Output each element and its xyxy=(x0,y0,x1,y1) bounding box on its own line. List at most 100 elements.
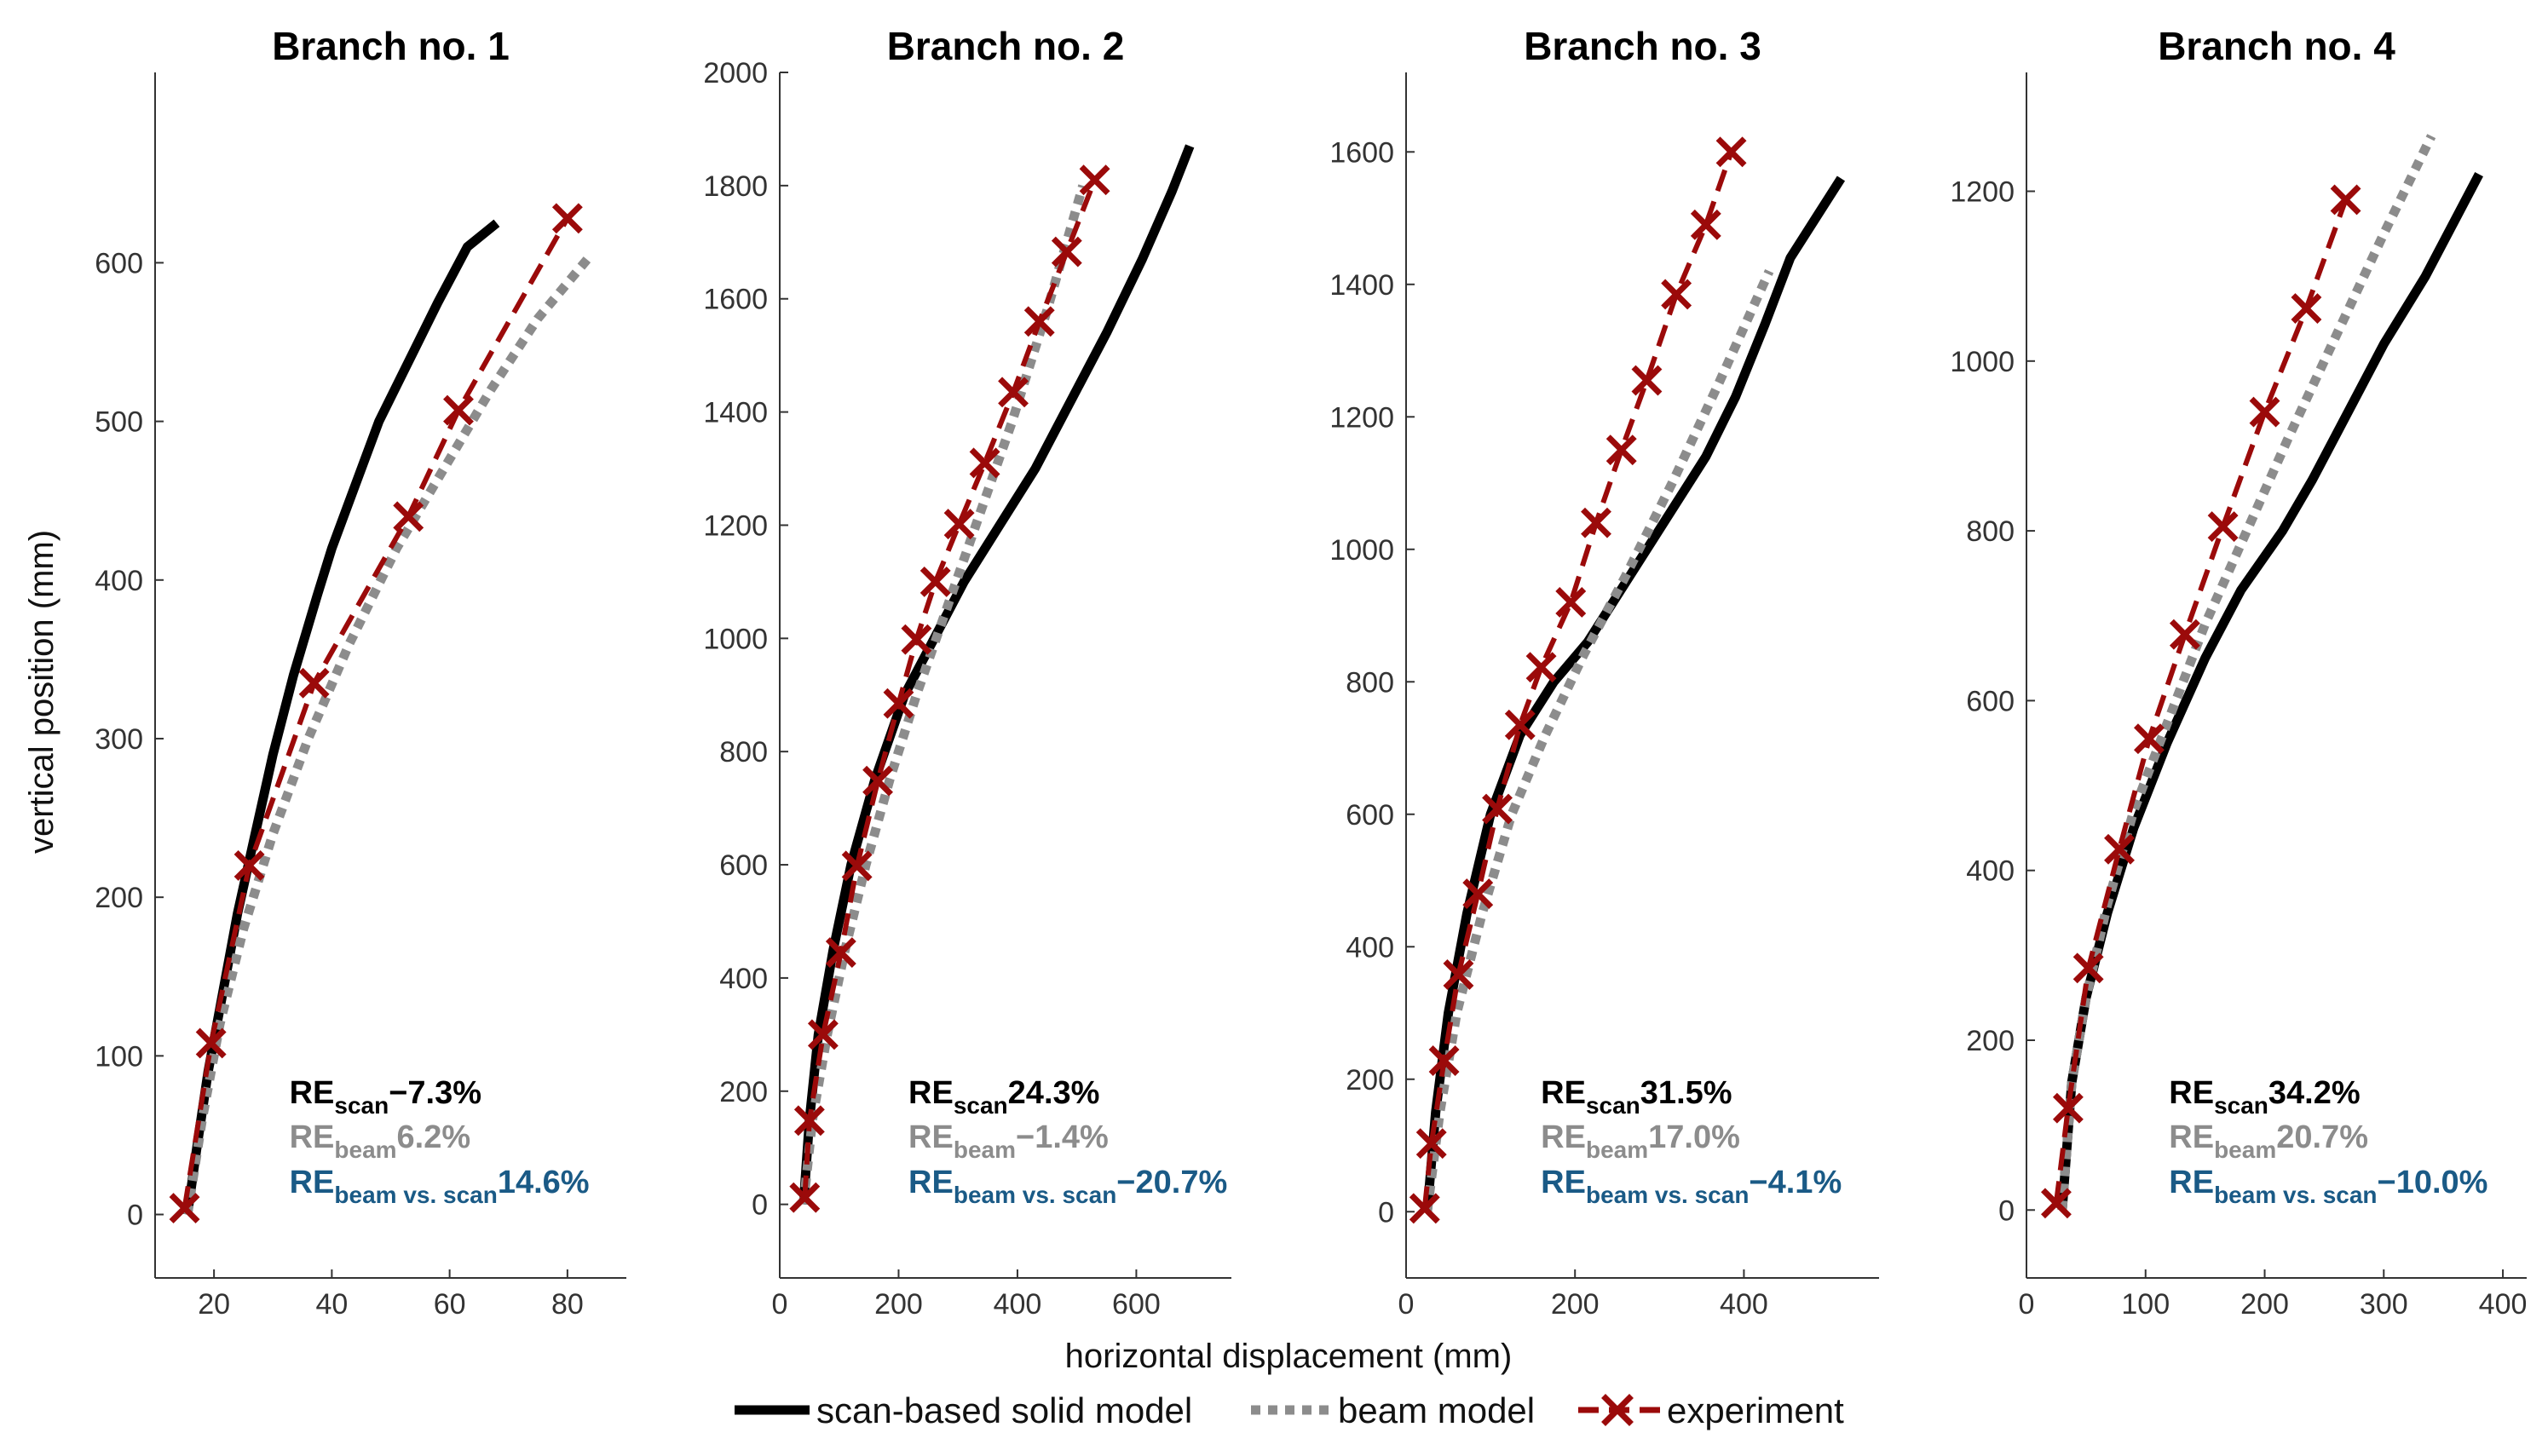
panel-title: Branch no. 1 xyxy=(272,24,510,68)
experiment-marker xyxy=(195,1027,227,1059)
experiment-marker xyxy=(1525,652,1557,683)
annotation-re-scan: REscan−7.3% xyxy=(290,1075,481,1119)
y-tick-label: 0 xyxy=(1378,1196,1394,1229)
y-tick-label: 1200 xyxy=(703,509,768,542)
x-tick-label: 40 xyxy=(315,1288,348,1321)
series-experiment-line xyxy=(1421,151,1734,1209)
y-tick-label: 600 xyxy=(95,247,143,279)
experiment-marker xyxy=(969,447,1000,479)
experiment-marker xyxy=(862,765,894,797)
experiment-marker xyxy=(298,667,330,699)
legend: scan-based solid model beam model experi… xyxy=(735,1390,1844,1430)
y-tick-label: 500 xyxy=(95,406,143,439)
series-scan-line xyxy=(2057,172,2483,1211)
annotation-re-beam: REbeam−1.4% xyxy=(908,1119,1109,1163)
series-beam-line xyxy=(2057,134,2436,1211)
y-tick-label: 1200 xyxy=(1329,401,1394,434)
experiment-marker xyxy=(551,203,583,234)
experiment-marker xyxy=(1079,164,1110,196)
experiment-marker xyxy=(2104,833,2135,865)
y-tick-label: 400 xyxy=(95,565,143,597)
x-tick-label: 0 xyxy=(1398,1288,1415,1321)
experiment-marker xyxy=(1051,236,1082,268)
experiment-marker xyxy=(793,1105,825,1137)
experiment-marker xyxy=(2207,511,2239,543)
annotation-re-beam-vs-scan: REbeam vs. scan−10.0% xyxy=(2169,1165,2487,1208)
experiment-marker xyxy=(1715,136,1747,168)
annotation-re-beam-vs-scan: REbeam vs. scan−20.7% xyxy=(908,1165,1227,1208)
y-tick-label: 1600 xyxy=(703,284,768,316)
y-tick-label: 200 xyxy=(1966,1025,2015,1057)
series-experiment-line xyxy=(2053,199,2349,1204)
panel-branch-3: Branch no. 3 0 200 400 600 800 1000 1200 1400 160… xyxy=(1329,24,1879,1321)
series-experiment-line xyxy=(182,216,570,1209)
series-beam-line xyxy=(798,184,1087,1206)
experiment-marker xyxy=(901,624,932,655)
x-tick-label: 200 xyxy=(1551,1288,1600,1321)
x-tick-label: 300 xyxy=(2360,1288,2408,1321)
experiment-marker xyxy=(1555,587,1587,618)
legend-beam-label: beam model xyxy=(1338,1390,1535,1430)
y-tick-label: 1600 xyxy=(1329,136,1394,169)
experiment-marker xyxy=(841,850,873,882)
series-scan-line xyxy=(182,219,500,1216)
experiment-marker xyxy=(1504,709,1536,740)
y-tick-label: 1200 xyxy=(1950,176,2015,209)
series-beam-line xyxy=(1422,268,1774,1212)
experiment-marker xyxy=(2291,293,2322,324)
experiment-marker xyxy=(825,937,856,968)
experiment-marker xyxy=(2134,723,2165,755)
x-tick-label: 80 xyxy=(551,1288,584,1321)
x-tick-label: 400 xyxy=(2479,1288,2528,1321)
y-tick-label: 1000 xyxy=(1950,346,2015,378)
y-tick-label: 1000 xyxy=(1329,534,1394,567)
panel-branch-1: Branch no. 1 0 100 200 300 400 500 600 20 40 60 80 R… xyxy=(95,24,626,1321)
x-axis-label: horizontal displacement (mm) xyxy=(1065,1338,1513,1375)
experiment-marker xyxy=(1462,878,1494,910)
experiment-marker xyxy=(2330,184,2361,216)
experiment-marker xyxy=(1482,793,1513,825)
y-tick-label: 800 xyxy=(1966,515,2015,548)
experiment-marker xyxy=(998,377,1029,408)
series-scan-line xyxy=(1422,176,1846,1212)
y-axis-label: vertical position (mm) xyxy=(23,530,61,854)
panel-title: Branch no. 3 xyxy=(1524,24,1761,68)
experiment-marker xyxy=(1023,306,1055,337)
experiment-marker xyxy=(2052,1092,2084,1124)
legend-experiment-marker xyxy=(1601,1394,1634,1426)
y-tick-label: 400 xyxy=(719,963,768,995)
y-tick-label: 0 xyxy=(752,1189,768,1222)
annotation-re-scan: REscan34.2% xyxy=(2169,1075,2360,1119)
panel-branch-2: Branch no. 2 0 200 400 600 800 1000 1200 1400 160… xyxy=(703,24,1231,1321)
x-tick-label: 400 xyxy=(994,1288,1042,1321)
experiment-marker xyxy=(883,688,914,719)
panel-branch-4: Branch no. 4 0 200 400 600 800 1000 1200 0 100 200… xyxy=(1950,24,2527,1321)
experiment-marker xyxy=(807,1019,839,1050)
annotation-re-beam: REbeam20.7% xyxy=(2169,1119,2368,1163)
experiment-marker xyxy=(443,394,474,426)
y-tick-label: 300 xyxy=(95,723,143,756)
x-tick-label: 0 xyxy=(2019,1288,2035,1321)
y-tick-label: 400 xyxy=(1966,855,2015,888)
experiment-marker xyxy=(2249,396,2280,428)
x-tick-label: 100 xyxy=(2121,1288,2170,1321)
x-tick-label: 60 xyxy=(434,1288,466,1321)
experiment-marker xyxy=(1631,365,1663,396)
series-scan-line xyxy=(798,144,1195,1205)
x-tick-label: 400 xyxy=(1720,1288,1768,1321)
experiment-marker xyxy=(1605,434,1637,466)
x-tick-label: 200 xyxy=(874,1288,923,1321)
experiment-marker xyxy=(789,1182,821,1213)
y-tick-label: 400 xyxy=(1346,931,1394,964)
experiment-marker xyxy=(1409,1193,1440,1224)
y-tick-label: 200 xyxy=(719,1076,768,1108)
experiment-marker xyxy=(2040,1188,2072,1219)
y-tick-label: 1800 xyxy=(703,170,768,203)
x-tick-label: 200 xyxy=(2240,1288,2289,1321)
experiment-marker xyxy=(1661,279,1692,310)
experiment-marker xyxy=(943,509,975,540)
annotation-re-beam: REbeam17.0% xyxy=(1541,1119,1740,1163)
annotation-re-scan: REscan31.5% xyxy=(1541,1075,1732,1119)
y-tick-label: 600 xyxy=(1346,799,1394,832)
